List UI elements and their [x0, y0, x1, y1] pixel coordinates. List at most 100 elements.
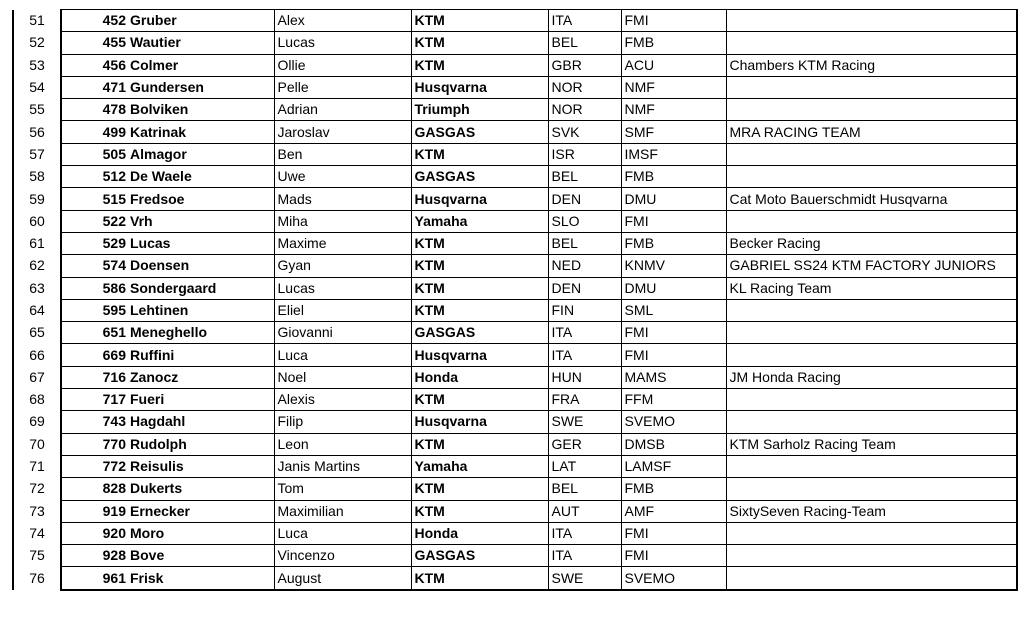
federation: FMB: [620, 231, 727, 256]
surname: Ruffini: [128, 343, 275, 367]
table-row: 67 716 Zanocz Noel Honda HUN MAMS JM Honda Raci…: [12, 365, 1018, 390]
row-number: 66: [12, 343, 62, 367]
brand: KTM: [410, 432, 549, 456]
results-table: 51 452 Gruber Alex KTM ITA FMI 52 455 Wautier Luca…: [12, 8, 1018, 591]
first-name: Tom: [273, 477, 412, 501]
nation: DEN: [547, 276, 622, 300]
team: JM Honda Racing: [725, 365, 1018, 390]
first-name: August: [273, 566, 412, 591]
team: [725, 31, 1018, 55]
team: KTM Sarholz Racing Team: [725, 432, 1018, 456]
brand: GASGAS: [410, 321, 549, 345]
bib-number: 770: [60, 432, 128, 456]
federation: KNMV: [620, 254, 727, 278]
row-number: 71: [12, 455, 62, 478]
bib-number: 452: [60, 8, 128, 33]
row-number: 64: [12, 299, 62, 322]
team: [725, 8, 1018, 33]
bib-number: 456: [60, 53, 128, 77]
nation: LAT: [547, 454, 622, 479]
nation: HUN: [547, 365, 622, 390]
row-number: 60: [12, 210, 62, 233]
brand: KTM: [410, 566, 549, 591]
team: [725, 298, 1018, 323]
team: KL Racing Team: [725, 276, 1018, 300]
team: [725, 477, 1018, 501]
nation: ITA: [547, 321, 622, 345]
bib-number: 828: [60, 477, 128, 501]
brand: Husqvarna: [410, 343, 549, 367]
bib-number: 586: [60, 276, 128, 300]
surname: Dukerts: [128, 477, 275, 501]
row-number: 59: [12, 187, 62, 211]
surname: Rudolph: [128, 432, 275, 456]
row-number: 63: [12, 277, 62, 300]
bib-number: 522: [60, 209, 128, 233]
nation: SVK: [547, 120, 622, 144]
bib-number: 961: [60, 566, 128, 591]
table-row: 66 669 Ruffini Luca Husqvarna ITA FMI: [12, 343, 1018, 367]
team: SixtySeven Racing-Team: [725, 499, 1018, 523]
brand: KTM: [410, 388, 549, 412]
federation: FMB: [620, 165, 727, 189]
brand: KTM: [410, 142, 549, 167]
surname: Moro: [128, 521, 275, 546]
first-name: Alex: [273, 8, 412, 33]
table-row: 64 595 Lehtinen Eliel KTM FIN SML: [12, 298, 1018, 323]
federation: FFM: [620, 388, 727, 412]
row-number: 76: [12, 566, 62, 590]
team: [725, 521, 1018, 546]
row-number: 72: [12, 477, 62, 501]
row-number: 53: [12, 54, 62, 77]
row-number: 56: [12, 120, 62, 144]
nation: ITA: [547, 521, 622, 546]
table-row: 55 478 Bolviken Adrian Triumph NOR NMF: [12, 98, 1018, 122]
federation: FMI: [620, 8, 727, 33]
bib-number: 595: [60, 298, 128, 323]
row-number: 69: [12, 410, 62, 434]
row-number: 57: [12, 143, 62, 166]
team: [725, 388, 1018, 412]
first-name: Alexis: [273, 388, 412, 412]
brand: KTM: [410, 298, 549, 323]
table-row: 54 471 Gundersen Pelle Husqvarna NOR NMF: [12, 75, 1018, 100]
team: MRA RACING TEAM: [725, 120, 1018, 144]
federation: DMU: [620, 187, 727, 211]
table-row: 59 515 Fredsoe Mads Husqvarna DEN DMU Cat Moto …: [12, 187, 1018, 211]
surname: Hagdahl: [128, 410, 275, 434]
team: [725, 321, 1018, 345]
nation: BEL: [547, 31, 622, 55]
federation: SVEMO: [620, 566, 727, 591]
surname: Doensen: [128, 254, 275, 278]
brand: GASGAS: [410, 120, 549, 144]
brand: Husqvarna: [410, 187, 549, 211]
brand: Honda: [410, 365, 549, 390]
federation: NMF: [620, 98, 727, 122]
federation: FMB: [620, 477, 727, 501]
nation: BEL: [547, 165, 622, 189]
federation: SVEMO: [620, 410, 727, 434]
surname: De Waele: [128, 165, 275, 189]
bib-number: 772: [60, 454, 128, 479]
team: Chambers KTM Racing: [725, 53, 1018, 77]
brand: KTM: [410, 231, 549, 256]
bib-number: 669: [60, 343, 128, 367]
first-name: Noel: [273, 365, 412, 390]
federation: SMF: [620, 120, 727, 144]
bib-number: 920: [60, 521, 128, 546]
row-number: 62: [12, 254, 62, 278]
nation: GBR: [547, 53, 622, 77]
table-row: 53 456 Colmer Ollie KTM GBR ACU Chambers KTM Ra…: [12, 53, 1018, 77]
federation: AMF: [620, 499, 727, 523]
surname: Bove: [128, 544, 275, 568]
team: [725, 75, 1018, 100]
table-row: 61 529 Lucas Maxime KTM BEL FMB Becker Racing: [12, 231, 1018, 256]
row-number: 55: [12, 98, 62, 121]
brand: GASGAS: [410, 165, 549, 189]
surname: Gruber: [128, 8, 275, 33]
nation: FRA: [547, 388, 622, 412]
surname: Zanocz: [128, 365, 275, 390]
nation: BEL: [547, 231, 622, 256]
first-name: Maximilian: [273, 499, 412, 523]
